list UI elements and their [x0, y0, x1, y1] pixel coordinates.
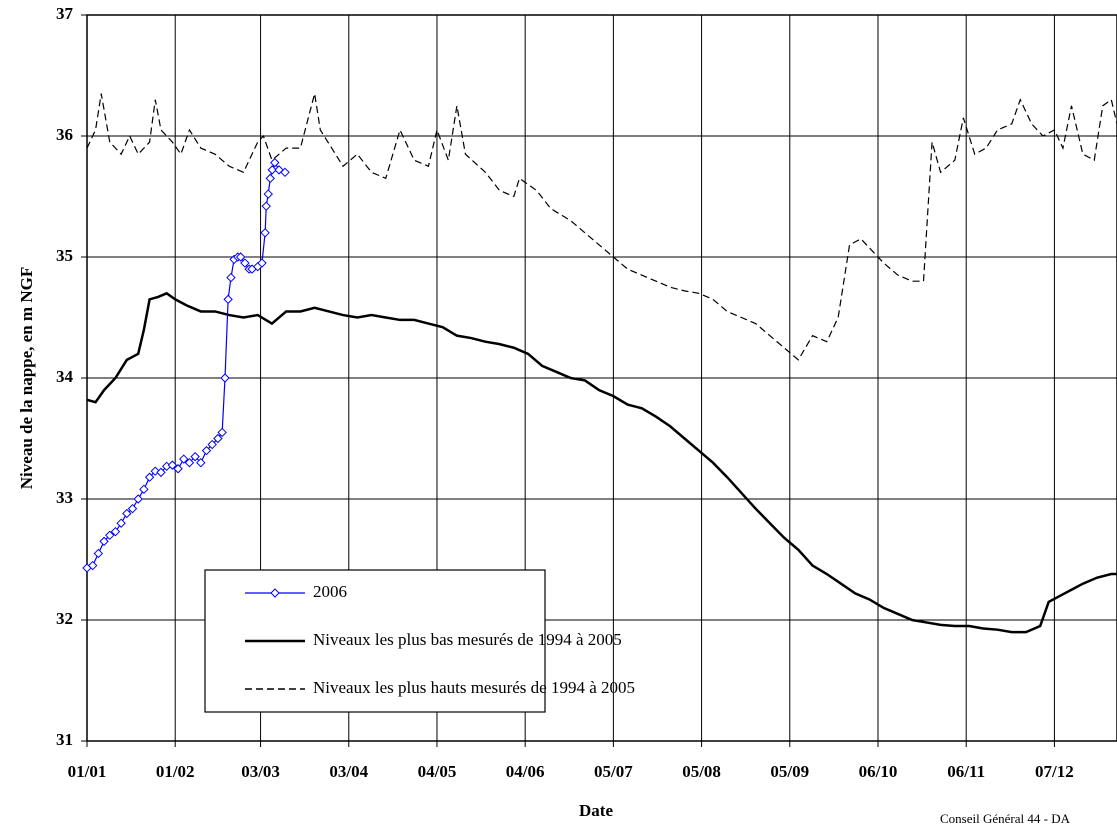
point-marker: [179, 454, 189, 464]
point-marker: [144, 472, 155, 482]
point-marker: [99, 536, 109, 547]
y-tick-label: 35: [56, 246, 73, 265]
x-tick-label: 06/11: [947, 762, 985, 781]
legend-label: Niveaux les plus hauts mesurés de 1994 à…: [313, 678, 635, 697]
point-marker: [260, 228, 270, 238]
annotation: Conseil Général 44 - DA: [940, 811, 1071, 826]
point-marker: [257, 258, 267, 268]
point-marker: [270, 157, 280, 168]
x-tick-label: 06/10: [859, 762, 898, 781]
y-tick-label: 37: [56, 4, 74, 23]
x-tick-label: 03/03: [241, 762, 280, 781]
legend-label: 2006: [313, 582, 347, 601]
y-tick-label: 33: [56, 488, 73, 507]
point-marker: [213, 433, 223, 444]
point-marker: [127, 503, 138, 514]
y-tick-label: 32: [56, 609, 73, 628]
x-tick-label: 04/05: [418, 762, 457, 781]
point-marker: [156, 467, 166, 478]
x-tick-label: 04/06: [506, 762, 545, 781]
x-tick-label: 03/04: [329, 762, 368, 781]
y-tick-label: 34: [56, 367, 74, 386]
y-axis-title: Niveau de la nappe, en m NGF: [17, 267, 36, 489]
point-marker: [226, 272, 236, 283]
point-marker: [265, 173, 275, 184]
point-marker: [122, 508, 132, 519]
point-marker: [207, 439, 217, 450]
point-marker: [173, 464, 183, 474]
point-marker: [223, 294, 233, 305]
point-marker: [93, 548, 104, 559]
point-marker: [240, 258, 250, 268]
point-marker: [217, 427, 227, 438]
point-marker: [201, 445, 212, 456]
x-tick-label: 01/01: [68, 762, 107, 781]
point-marker: [105, 530, 115, 541]
point-marker: [196, 457, 206, 468]
y-tick-label: 31: [56, 730, 73, 749]
x-axis-title: Date: [579, 801, 613, 820]
point-marker: [280, 167, 290, 178]
series-line: [87, 291, 1117, 634]
point-marker: [261, 201, 271, 211]
point-marker: [110, 526, 121, 537]
point-marker: [139, 484, 149, 495]
x-tick-label: 05/09: [770, 762, 809, 781]
point-marker: [267, 165, 277, 175]
point-marker: [235, 252, 246, 262]
x-tick-label: 07/12: [1035, 762, 1074, 781]
x-tick-label: 05/07: [594, 762, 633, 781]
y-tick-label: 36: [56, 125, 73, 144]
point-marker: [190, 451, 200, 462]
point-marker: [220, 373, 230, 383]
legend-marker: [270, 588, 280, 598]
point-marker: [87, 560, 98, 571]
point-marker: [116, 518, 126, 528]
point-marker: [263, 189, 273, 199]
point-marker: [167, 460, 178, 470]
series-line: [87, 161, 286, 569]
x-tick-label: 05/08: [682, 762, 721, 781]
point-marker: [133, 494, 143, 504]
legend-label: Niveaux les plus bas mesurés de 1994 à 2…: [313, 630, 622, 649]
plot-border: [86, 14, 1117, 742]
x-tick-label: 01/02: [156, 762, 195, 781]
point-marker: [184, 457, 195, 468]
series-line: [87, 93, 1117, 361]
